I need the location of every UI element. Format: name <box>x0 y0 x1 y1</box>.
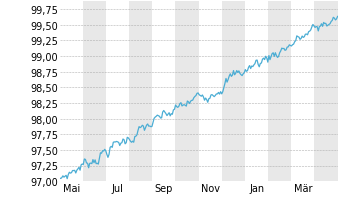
Bar <box>83 2 106 181</box>
Bar <box>222 2 245 181</box>
Bar <box>129 2 152 181</box>
Bar <box>314 2 338 181</box>
Bar <box>268 2 291 181</box>
Bar <box>176 2 198 181</box>
